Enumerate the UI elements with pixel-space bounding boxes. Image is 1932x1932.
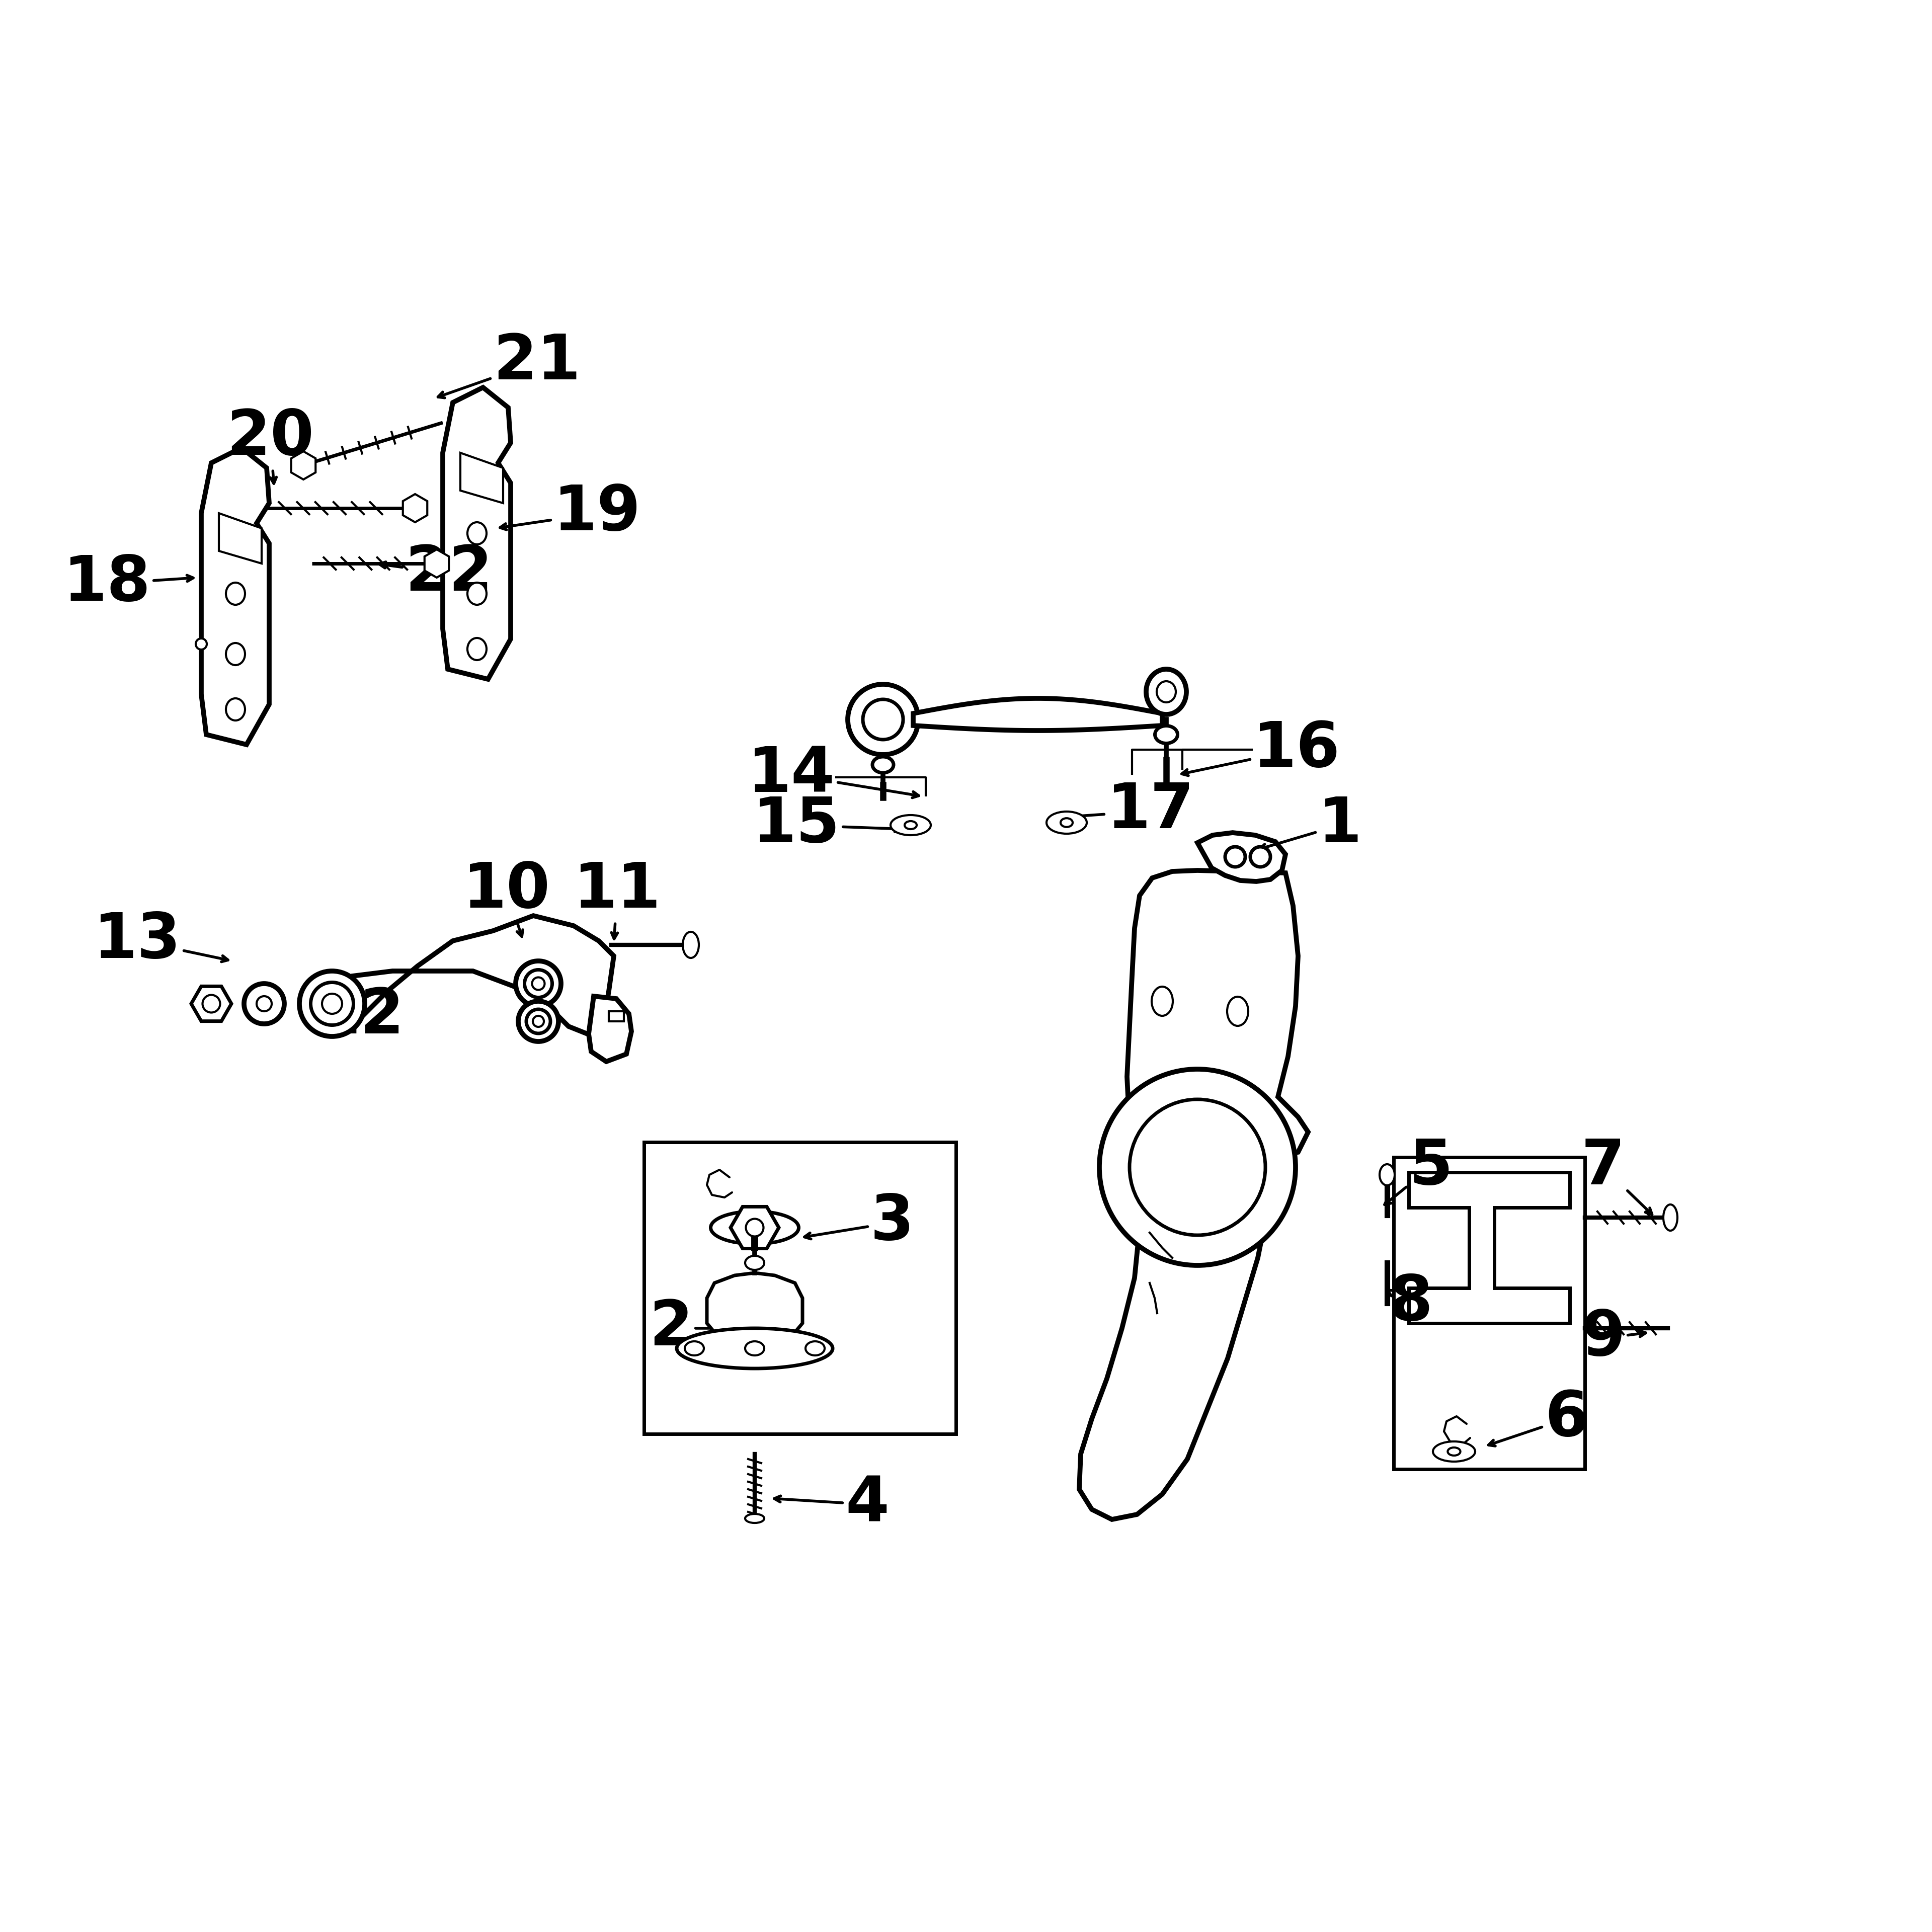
Ellipse shape xyxy=(682,931,699,958)
Bar xyxy=(609,1010,624,1022)
Ellipse shape xyxy=(676,1329,833,1368)
Ellipse shape xyxy=(257,997,272,1010)
Ellipse shape xyxy=(516,960,560,1007)
Ellipse shape xyxy=(533,1016,545,1028)
Polygon shape xyxy=(218,514,261,564)
Ellipse shape xyxy=(711,1211,798,1244)
Ellipse shape xyxy=(1663,1204,1677,1231)
Ellipse shape xyxy=(323,993,342,1014)
Text: 2: 2 xyxy=(649,1298,725,1358)
Text: 16: 16 xyxy=(1182,719,1341,781)
Polygon shape xyxy=(292,452,315,479)
Ellipse shape xyxy=(531,978,545,989)
Text: 14: 14 xyxy=(748,744,920,806)
Polygon shape xyxy=(1198,833,1285,881)
Ellipse shape xyxy=(1447,1447,1461,1455)
Ellipse shape xyxy=(1434,1441,1476,1463)
Ellipse shape xyxy=(746,1341,765,1356)
Ellipse shape xyxy=(518,1001,558,1041)
Ellipse shape xyxy=(1227,997,1248,1026)
Text: 13: 13 xyxy=(93,910,228,972)
Text: 5: 5 xyxy=(1385,1136,1453,1206)
Polygon shape xyxy=(1080,871,1308,1519)
Text: 21: 21 xyxy=(439,332,582,398)
Polygon shape xyxy=(317,916,614,1036)
Polygon shape xyxy=(1408,1173,1569,1323)
Polygon shape xyxy=(191,987,232,1022)
Text: 20: 20 xyxy=(226,408,313,483)
Ellipse shape xyxy=(1250,846,1271,867)
Bar xyxy=(1393,1157,1584,1468)
Ellipse shape xyxy=(468,638,487,661)
Text: 17: 17 xyxy=(1061,781,1194,842)
Ellipse shape xyxy=(1155,726,1179,744)
Polygon shape xyxy=(404,495,427,522)
Text: 1: 1 xyxy=(1260,794,1362,856)
Ellipse shape xyxy=(684,1341,703,1356)
Ellipse shape xyxy=(1379,1165,1395,1186)
Text: 11: 11 xyxy=(574,860,661,939)
Polygon shape xyxy=(707,1273,802,1349)
Ellipse shape xyxy=(526,1009,551,1034)
Ellipse shape xyxy=(195,638,207,649)
Ellipse shape xyxy=(904,821,916,829)
Ellipse shape xyxy=(203,995,220,1012)
Text: 9: 9 xyxy=(1580,1308,1646,1368)
Ellipse shape xyxy=(299,972,365,1036)
Text: 8: 8 xyxy=(1385,1273,1432,1333)
Ellipse shape xyxy=(468,583,487,605)
Text: 6: 6 xyxy=(1488,1389,1588,1449)
Text: 7: 7 xyxy=(1580,1136,1652,1215)
Ellipse shape xyxy=(746,1256,765,1269)
Ellipse shape xyxy=(226,697,245,721)
Ellipse shape xyxy=(1225,846,1246,867)
Ellipse shape xyxy=(746,1219,763,1236)
Ellipse shape xyxy=(864,699,902,740)
Ellipse shape xyxy=(243,983,284,1024)
Ellipse shape xyxy=(848,684,918,755)
Text: 19: 19 xyxy=(500,483,641,543)
Ellipse shape xyxy=(226,643,245,665)
Polygon shape xyxy=(201,448,269,744)
Polygon shape xyxy=(460,452,502,502)
Text: 3: 3 xyxy=(804,1192,914,1254)
Ellipse shape xyxy=(746,1515,765,1522)
Text: 4: 4 xyxy=(775,1474,889,1534)
Polygon shape xyxy=(914,697,1163,730)
Ellipse shape xyxy=(1047,811,1086,835)
Ellipse shape xyxy=(806,1341,825,1356)
Polygon shape xyxy=(589,997,632,1061)
Ellipse shape xyxy=(1157,682,1177,703)
Ellipse shape xyxy=(1151,987,1173,1016)
Text: 22: 22 xyxy=(379,543,493,605)
Ellipse shape xyxy=(1099,1068,1296,1265)
Ellipse shape xyxy=(1130,1099,1265,1235)
Polygon shape xyxy=(442,388,510,680)
Bar xyxy=(643,1142,956,1434)
Text: 10: 10 xyxy=(464,860,551,937)
Polygon shape xyxy=(730,1208,779,1248)
Ellipse shape xyxy=(873,757,893,773)
Ellipse shape xyxy=(524,970,553,997)
Ellipse shape xyxy=(311,981,354,1026)
Ellipse shape xyxy=(226,583,245,605)
Ellipse shape xyxy=(1061,817,1072,827)
Text: 18: 18 xyxy=(64,553,193,614)
Ellipse shape xyxy=(468,522,487,545)
Text: 12: 12 xyxy=(317,985,404,1047)
Text: 15: 15 xyxy=(753,794,900,856)
Ellipse shape xyxy=(891,815,931,835)
Polygon shape xyxy=(425,549,448,578)
Ellipse shape xyxy=(1146,668,1186,715)
